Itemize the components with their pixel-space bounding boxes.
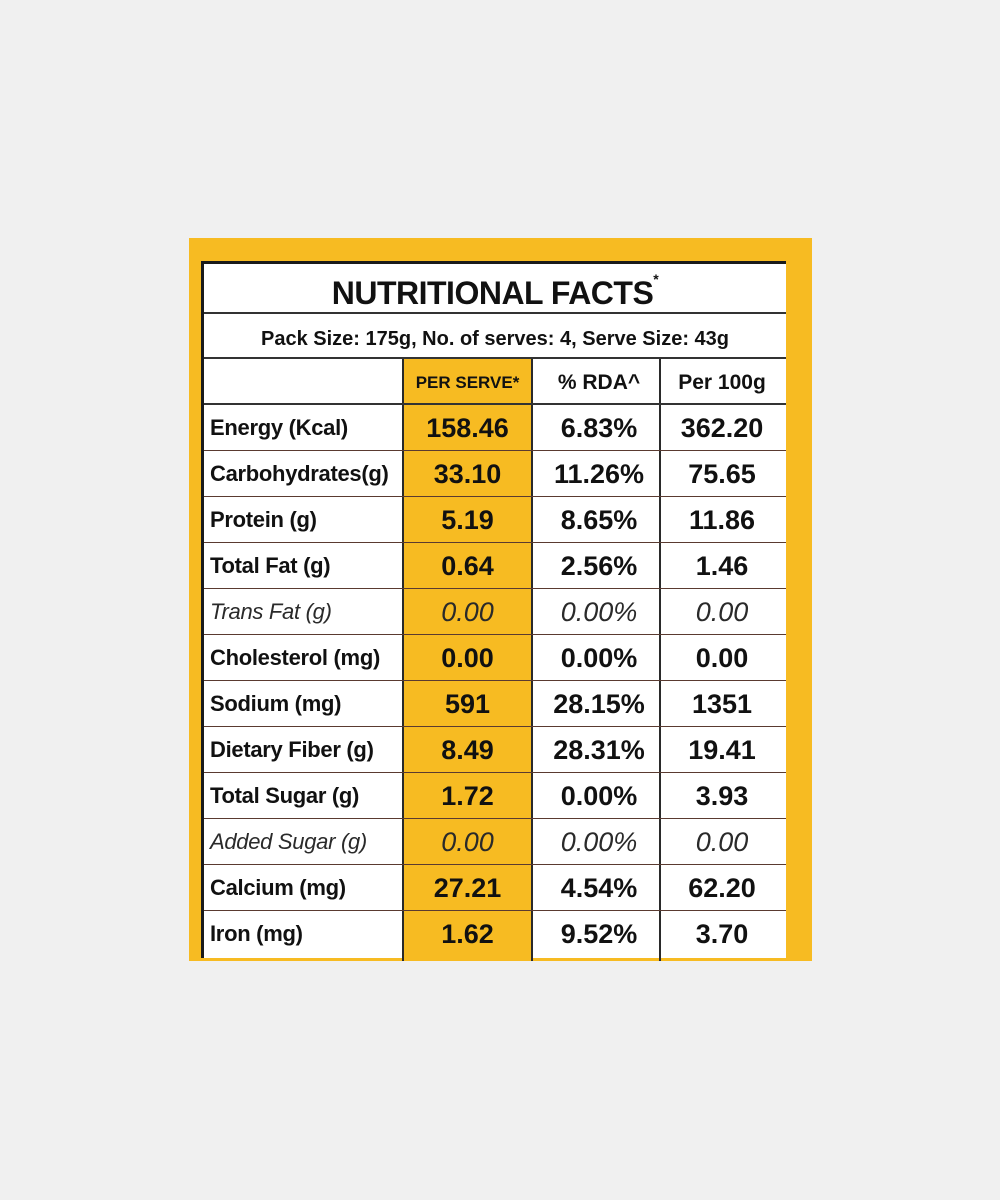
table-row: Carbohydrates(g) 33.10 11.26% 75.65	[204, 451, 786, 497]
column-divider	[402, 359, 404, 961]
nutrient-name: Iron (mg)	[210, 921, 303, 946]
rda-value: 0.00%	[560, 597, 638, 627]
nutrient-name: Calcium (mg)	[210, 875, 346, 900]
table-row: Trans Fat (g) 0.00 0.00% 0.00	[204, 589, 786, 635]
nutrition-title: NUTRITIONAL FACTS*	[204, 264, 786, 314]
title-mark: *	[653, 271, 659, 287]
per-100g-value: 62.20	[688, 873, 756, 903]
column-divider	[531, 359, 533, 961]
nutrient-name: Total Fat (g)	[210, 553, 331, 578]
rda-value: 2.56%	[560, 551, 638, 581]
table-row: Protein (g) 5.19 8.65% 11.86	[204, 497, 786, 543]
per-100g-value: 0.00	[695, 827, 749, 857]
per-serve-value: 0.00	[441, 597, 494, 627]
per-100g-value: 362.20	[680, 413, 764, 443]
table-row: Energy (Kcal) 158.46 6.83% 362.20	[204, 405, 786, 451]
per-serve-value: 0.00	[441, 643, 494, 673]
column-header-row: PER SERVE* % RDA^ Per 100g	[204, 359, 786, 405]
nutrition-facts-table: NUTRITIONAL FACTS* Pack Size: 175g, No. …	[201, 261, 786, 961]
per-serve-value: 0.00	[441, 827, 494, 857]
per-100g-value: 11.86	[688, 505, 756, 535]
nutrient-name: Cholesterol (mg)	[210, 645, 380, 670]
per-serve-value: 158.46	[426, 413, 509, 443]
table-row: Calcium (mg) 27.21 4.54% 62.20	[204, 865, 786, 911]
nutrient-name: Trans Fat (g)	[210, 599, 332, 624]
per-serve-value: 27.21	[433, 873, 502, 903]
rda-value: 11.26%	[553, 459, 645, 489]
nutrient-name: Carbohydrates(g)	[210, 461, 389, 486]
table-row: Total Fat (g) 0.64 2.56% 1.46	[204, 543, 786, 589]
nutrient-name: Energy (Kcal)	[210, 415, 348, 440]
per-100g-value: 19.41	[688, 735, 756, 765]
pack-info: Pack Size: 175g, No. of serves: 4, Serve…	[204, 314, 786, 359]
per-100g-value: 75.65	[688, 459, 756, 489]
nutrient-name: Added Sugar (g)	[210, 829, 367, 854]
rda-value: 0.00%	[560, 781, 638, 811]
per-serve-value: 1.62	[441, 919, 494, 949]
table-row: Total Sugar (g) 1.72 0.00% 3.93	[204, 773, 786, 819]
per-100g-value: 0.00	[695, 643, 749, 673]
column-divider	[659, 359, 661, 961]
per-100g-value: 1351	[691, 689, 753, 719]
rda-value: 6.83%	[560, 413, 638, 443]
rda-value: 0.00%	[560, 827, 638, 857]
per-serve-value: 591	[444, 689, 491, 719]
nutrient-name: Total Sugar (g)	[210, 783, 360, 808]
rda-value: 9.52%	[560, 919, 638, 949]
table-row: Iron (mg) 1.62 9.52% 3.70	[204, 911, 786, 957]
per-100g-value: 0.00	[695, 597, 749, 627]
nutrient-name: Protein (g)	[210, 507, 317, 532]
nutrient-name: Sodium (mg)	[210, 691, 342, 716]
per-serve-value: 1.72	[441, 781, 494, 811]
per-100g-value: 1.46	[695, 551, 749, 581]
table-row: Dietary Fiber (g) 8.49 28.31% 19.41	[204, 727, 786, 773]
per-100g-value: 3.70	[695, 919, 749, 949]
rda-value: 28.15%	[553, 689, 645, 719]
rda-value: 28.31%	[553, 735, 645, 765]
header-per-100g: Per 100g	[678, 371, 766, 394]
nutrient-name: Dietary Fiber (g)	[210, 737, 374, 762]
per-serve-value: 8.49	[441, 735, 494, 765]
per-100g-value: 3.93	[695, 781, 749, 811]
per-serve-value: 0.64	[441, 551, 494, 581]
table-row: Sodium (mg) 591 28.15% 1351	[204, 681, 786, 727]
table-row: Cholesterol (mg) 0.00 0.00% 0.00	[204, 635, 786, 681]
rda-value: 4.54%	[560, 873, 638, 903]
header-per-serve: PER SERVE*	[415, 373, 520, 392]
title-text: NUTRITIONAL FACTS	[331, 275, 654, 311]
rda-value: 0.00%	[560, 643, 638, 673]
per-serve-value: 33.10	[433, 459, 502, 489]
per-serve-value: 5.19	[441, 505, 494, 535]
per-serve-column-highlight	[404, 359, 531, 961]
header-rda: % RDA^	[557, 371, 641, 394]
table-row: Added Sugar (g) 0.00 0.00% 0.00	[204, 819, 786, 865]
rda-value: 8.65%	[560, 505, 638, 535]
